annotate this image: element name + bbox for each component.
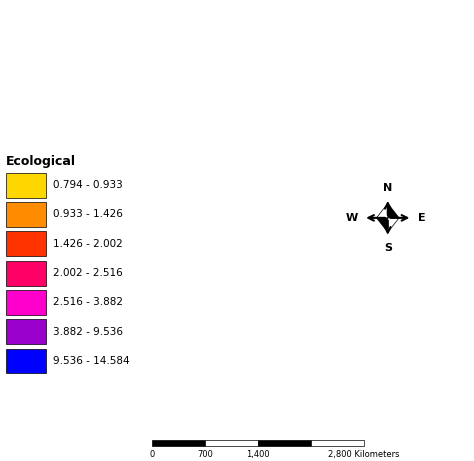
- FancyBboxPatch shape: [6, 173, 46, 198]
- Text: S: S: [384, 243, 392, 253]
- FancyBboxPatch shape: [6, 319, 46, 344]
- Text: W: W: [346, 213, 357, 223]
- FancyBboxPatch shape: [152, 440, 205, 446]
- Text: E: E: [418, 213, 426, 223]
- Text: 2.002 - 2.516: 2.002 - 2.516: [53, 268, 123, 278]
- Text: 3.882 - 9.536: 3.882 - 9.536: [53, 327, 123, 337]
- FancyBboxPatch shape: [205, 440, 258, 446]
- Text: N: N: [383, 183, 392, 193]
- FancyBboxPatch shape: [6, 202, 46, 227]
- Polygon shape: [376, 203, 388, 218]
- Text: 0.794 - 0.933: 0.794 - 0.933: [53, 180, 123, 190]
- Text: 9.536 - 14.584: 9.536 - 14.584: [53, 356, 130, 366]
- Text: 2,800 Kilometers: 2,800 Kilometers: [328, 450, 400, 459]
- Polygon shape: [388, 218, 399, 232]
- Text: 0.933 - 1.426: 0.933 - 1.426: [53, 209, 123, 219]
- FancyBboxPatch shape: [6, 349, 46, 373]
- Text: 1.426 - 2.002: 1.426 - 2.002: [53, 239, 123, 249]
- FancyBboxPatch shape: [311, 440, 364, 446]
- FancyBboxPatch shape: [6, 290, 46, 315]
- FancyBboxPatch shape: [258, 440, 311, 446]
- Text: 1,400: 1,400: [246, 450, 270, 459]
- FancyBboxPatch shape: [6, 231, 46, 256]
- Polygon shape: [388, 203, 399, 218]
- Text: 700: 700: [197, 450, 213, 459]
- Text: Ecological: Ecological: [6, 155, 76, 168]
- Text: 2.516 - 3.882: 2.516 - 3.882: [53, 297, 123, 307]
- FancyBboxPatch shape: [6, 261, 46, 285]
- Text: 0: 0: [150, 450, 155, 459]
- Polygon shape: [376, 218, 388, 232]
